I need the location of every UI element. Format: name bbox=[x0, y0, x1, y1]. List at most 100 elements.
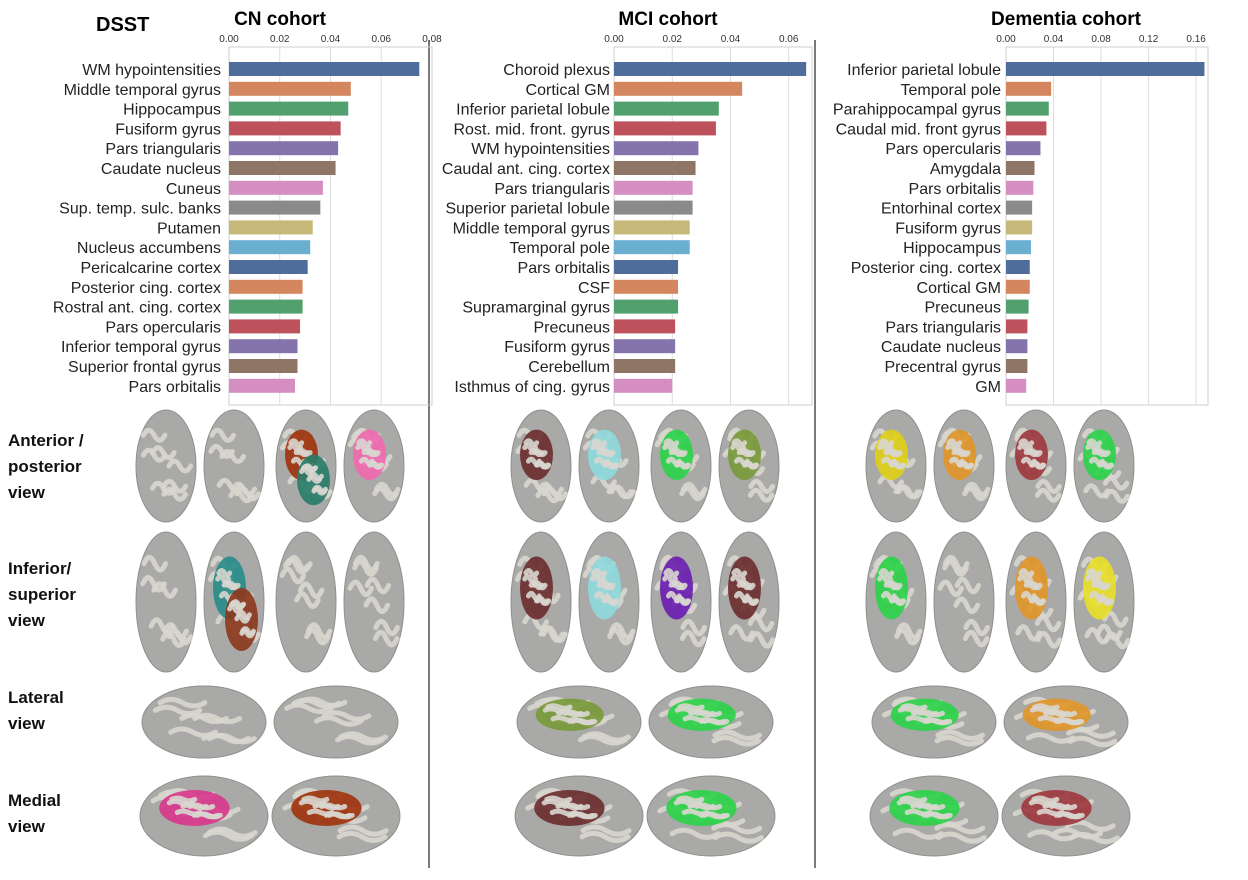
gyrus-fold bbox=[1066, 727, 1116, 739]
gyrus-fold bbox=[314, 715, 364, 727]
gyrus-fold bbox=[531, 580, 548, 591]
gyrus-fold bbox=[677, 703, 705, 711]
gyrus-fold bbox=[206, 826, 258, 839]
gyrus-fold bbox=[671, 580, 688, 591]
view-label-line: Inferior/ bbox=[8, 559, 72, 578]
bar bbox=[614, 62, 807, 76]
bar bbox=[229, 339, 298, 354]
gyrus-fold bbox=[187, 802, 216, 811]
gyrus-fold bbox=[1030, 460, 1047, 470]
gyrus-fold bbox=[663, 568, 680, 578]
gyrus-fold bbox=[581, 731, 632, 743]
bar bbox=[229, 81, 351, 96]
brain-rendering bbox=[933, 531, 995, 673]
gyrus-fold bbox=[743, 460, 760, 470]
category-label: Cortical GM bbox=[526, 82, 610, 99]
gyrus-fold bbox=[1094, 580, 1111, 591]
gyrus-fold bbox=[675, 595, 692, 606]
bar bbox=[614, 121, 716, 136]
bar bbox=[614, 220, 690, 235]
x-tick-label: 0.12 bbox=[1139, 34, 1159, 45]
view-label-inferior-superior: Inferior/ superior view bbox=[8, 556, 76, 634]
gyrus-fold bbox=[591, 568, 608, 578]
gyrus-fold bbox=[1098, 595, 1115, 606]
gyrus-fold bbox=[541, 486, 569, 502]
category-label: GM bbox=[975, 379, 1001, 396]
brain-rendering bbox=[1005, 409, 1067, 523]
gyrus-fold bbox=[934, 822, 986, 835]
gyrus-fold bbox=[562, 709, 590, 718]
bar bbox=[1006, 220, 1033, 235]
category-label: WM hypointensities bbox=[471, 141, 610, 158]
bar bbox=[614, 141, 699, 156]
gyrus-fold bbox=[1067, 735, 1118, 748]
x-tick-label: 0.08 bbox=[1091, 34, 1111, 45]
gyrus-fold bbox=[368, 460, 385, 470]
gyrus-fold bbox=[286, 554, 313, 573]
category-label: Caudate nucleus bbox=[881, 339, 1001, 356]
gyrus-fold bbox=[671, 448, 688, 458]
bar bbox=[614, 378, 673, 393]
gyrus-fold bbox=[1102, 475, 1130, 491]
gyrus-fold bbox=[739, 448, 756, 458]
gyrus-fold bbox=[896, 484, 923, 500]
category-label: Parahippocampal gyrus bbox=[833, 102, 1001, 119]
bar bbox=[229, 101, 349, 116]
gyrus-fold bbox=[192, 712, 243, 725]
gyrus-fold bbox=[676, 795, 705, 804]
brain-rendering bbox=[650, 531, 712, 673]
gyrus-fold bbox=[308, 471, 324, 481]
gyrus-fold bbox=[953, 596, 981, 614]
category-label: Superior parietal lobule bbox=[445, 201, 610, 218]
gyrus-fold bbox=[356, 438, 373, 448]
bar bbox=[614, 101, 719, 116]
chart-title: CN cohort bbox=[234, 9, 327, 30]
gyrus-fold bbox=[535, 460, 552, 470]
view-label-anterior-posterior: Anterior / posterior view bbox=[8, 428, 84, 506]
category-label: Posterior cing. cortex bbox=[71, 280, 221, 297]
category-label: Pericalcarine cortex bbox=[81, 260, 222, 277]
category-label: Caudal ant. cing. cortex bbox=[442, 161, 610, 178]
gyrus-fold bbox=[731, 568, 748, 578]
brain-rendering bbox=[510, 409, 572, 523]
brain-rendering bbox=[275, 409, 337, 523]
category-label: Middle temporal gyrus bbox=[64, 82, 221, 99]
gyrus-fold bbox=[963, 618, 990, 637]
gyrus-fold bbox=[545, 703, 573, 711]
brain-rendering bbox=[1005, 531, 1067, 673]
bar bbox=[1006, 319, 1028, 334]
brain-rendering bbox=[203, 531, 265, 673]
brain-rendering bbox=[275, 531, 337, 673]
gyrus-fold bbox=[338, 731, 389, 743]
category-label: Pars triangularis bbox=[105, 141, 221, 158]
brain-panel-2 bbox=[865, 409, 1135, 857]
gyrus-fold bbox=[140, 447, 168, 463]
gyrus-fold bbox=[603, 595, 620, 606]
category-label: Amygdala bbox=[930, 161, 1001, 178]
gyrus-fold bbox=[1056, 811, 1085, 820]
gyrus-fold bbox=[140, 575, 167, 593]
chart-1: MCI cohort 0.00 0.02 0.04 0.06 Choroid plexus… bbox=[442, 9, 813, 406]
brain-rendering bbox=[135, 409, 197, 523]
gyrus-fold bbox=[319, 802, 348, 811]
category-label: Isthmus of cing. gyrus bbox=[454, 379, 610, 396]
gyrus-fold bbox=[337, 824, 389, 837]
brain-rendering bbox=[865, 409, 927, 523]
gyrus-fold bbox=[900, 703, 928, 711]
gyrus-fold bbox=[1096, 623, 1123, 642]
bar bbox=[1006, 378, 1027, 393]
gyrus-fold bbox=[712, 729, 763, 741]
category-label: Inferior parietal lobule bbox=[456, 102, 610, 119]
brain-rendering bbox=[718, 531, 780, 673]
category-label: Caudal mid. front gyrus bbox=[836, 121, 1001, 138]
bar bbox=[1006, 62, 1205, 76]
brain-rendering bbox=[141, 685, 267, 759]
gyrus-fold bbox=[364, 576, 392, 595]
gyrus-fold bbox=[935, 831, 987, 844]
gyrus-fold bbox=[743, 595, 760, 606]
gyrus-fold bbox=[336, 830, 388, 843]
gyrus-fold bbox=[1094, 448, 1111, 458]
brain-rendering bbox=[273, 685, 399, 759]
category-label: Pars orbitalis bbox=[518, 260, 610, 277]
category-label: Pars orbitalis bbox=[129, 379, 221, 396]
